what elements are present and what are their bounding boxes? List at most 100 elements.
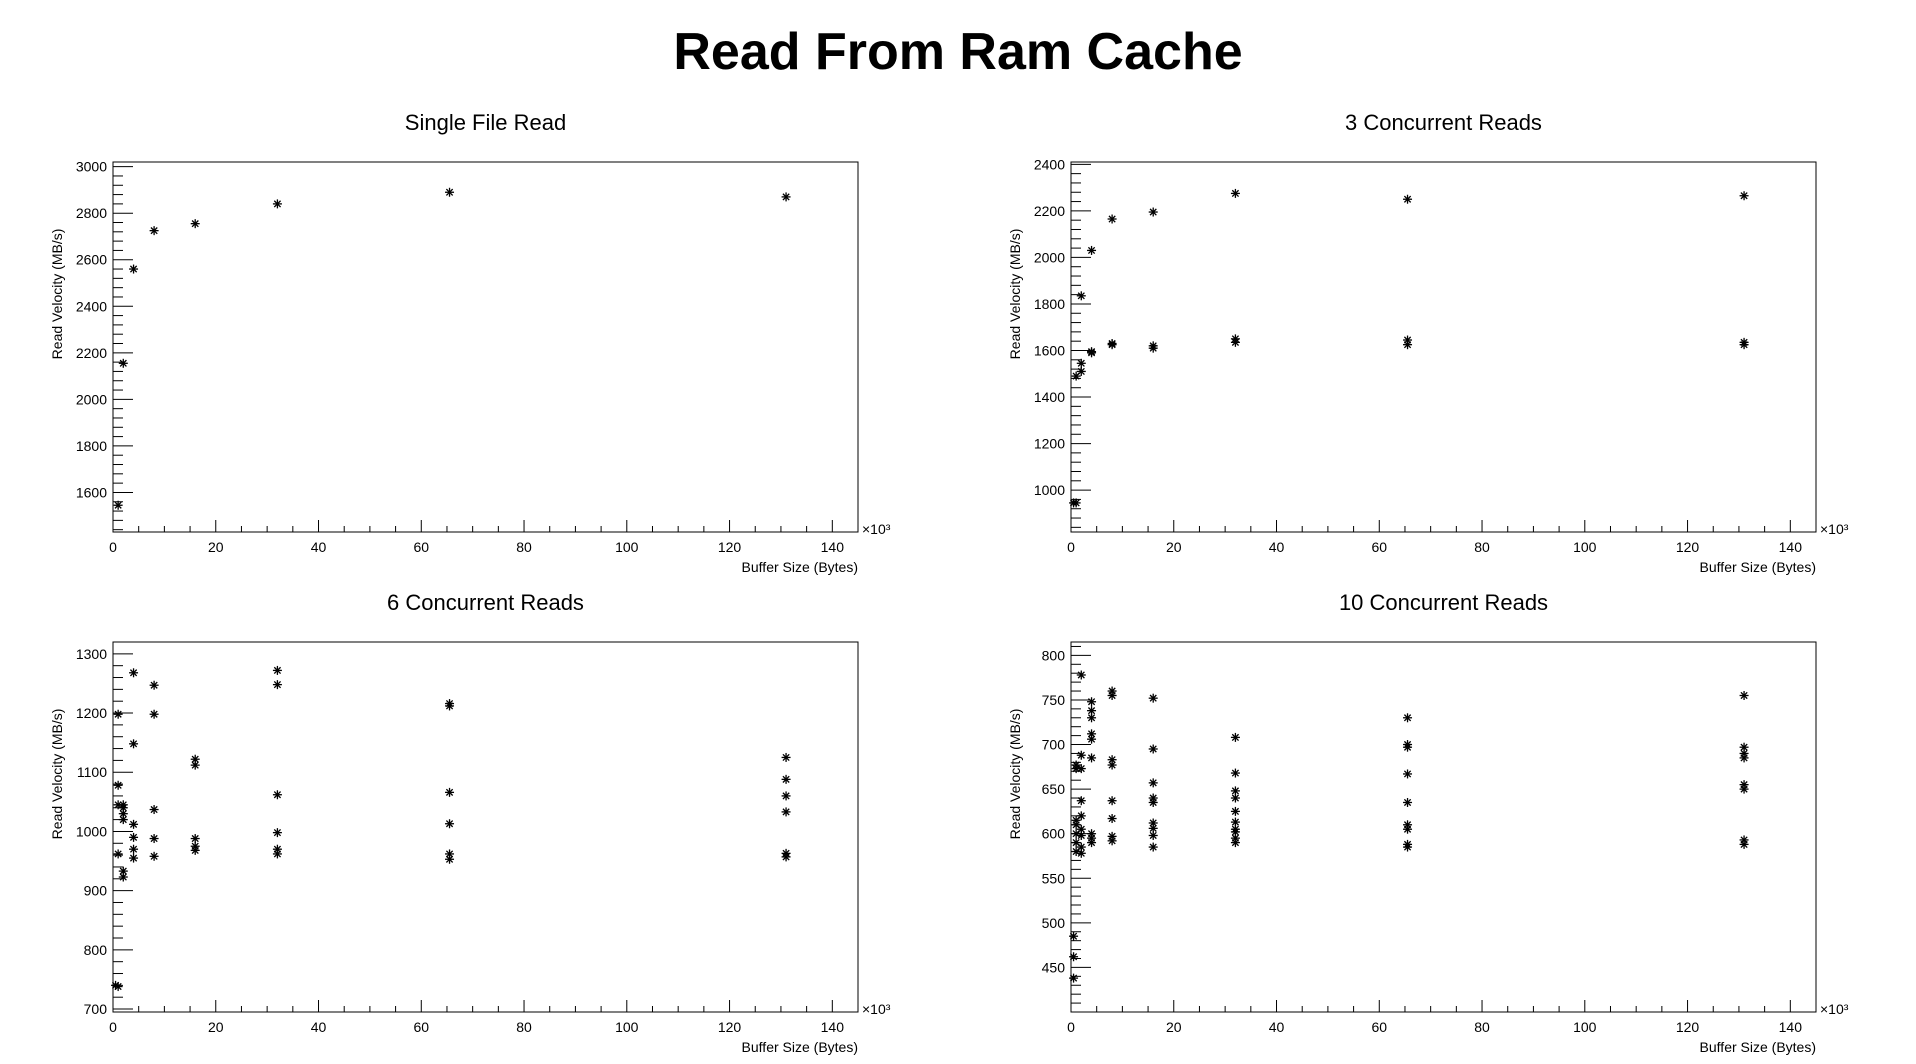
data-point bbox=[1148, 778, 1158, 788]
marker-stroke bbox=[1403, 821, 1412, 829]
marker-stroke bbox=[1077, 825, 1085, 833]
y-tick-label: 2200 bbox=[76, 345, 107, 361]
marker-stroke bbox=[114, 801, 122, 809]
data-point bbox=[272, 665, 282, 675]
marker-stroke bbox=[445, 699, 454, 708]
x-tick-label: 100 bbox=[615, 1019, 639, 1035]
marker-stroke bbox=[119, 801, 127, 809]
y-tick-label: 1200 bbox=[76, 705, 107, 721]
marker-stroke bbox=[1069, 953, 1078, 961]
marker-stroke bbox=[1149, 745, 1157, 753]
data-point bbox=[1107, 214, 1117, 224]
data-point bbox=[1230, 188, 1240, 198]
data-point bbox=[1739, 780, 1749, 790]
marker-stroke bbox=[273, 845, 282, 853]
plot-frame bbox=[112, 641, 859, 1013]
chart-panel-10-concurrent-reads: 10 Concurrent Reads 0 20 40 60 80 100 120 140 450… bbox=[958, 584, 1916, 1064]
data-point bbox=[113, 500, 123, 510]
data-point bbox=[1148, 744, 1158, 754]
data-point bbox=[129, 264, 139, 274]
data-point bbox=[1076, 670, 1086, 680]
plot-frame bbox=[1070, 161, 1817, 533]
y-tick-label: 2400 bbox=[76, 298, 107, 314]
marker-stroke bbox=[1740, 192, 1748, 200]
marker-stroke bbox=[1403, 770, 1412, 778]
y-axis-label: Read Velocity (MB/s) bbox=[49, 229, 65, 360]
x-tick-label: 20 bbox=[208, 539, 224, 555]
marker-stroke bbox=[1077, 292, 1085, 300]
marker-stroke bbox=[1077, 367, 1085, 376]
x-tick-label: 120 bbox=[718, 1019, 742, 1035]
marker-stroke bbox=[1231, 769, 1240, 777]
data-point bbox=[113, 982, 123, 992]
x-tick-label: 60 bbox=[1371, 539, 1387, 555]
data-point bbox=[1107, 339, 1117, 349]
x-tick-label: 80 bbox=[1474, 1019, 1490, 1035]
marker-stroke bbox=[445, 788, 454, 796]
marker-stroke bbox=[129, 669, 138, 677]
marker-stroke bbox=[1403, 798, 1412, 807]
x-tick-label: 60 bbox=[1371, 1019, 1387, 1035]
x-tick-label: 120 bbox=[1676, 1019, 1700, 1035]
marker-stroke bbox=[1108, 814, 1116, 823]
marker-stroke bbox=[1077, 831, 1085, 840]
data-point bbox=[1076, 358, 1086, 368]
y-tick-label: 1800 bbox=[76, 438, 107, 454]
x-tick-label: 120 bbox=[1676, 539, 1700, 555]
marker-stroke bbox=[191, 842, 199, 850]
data-point bbox=[129, 819, 139, 829]
x-tick-label: 80 bbox=[516, 539, 532, 555]
data-point bbox=[1087, 245, 1097, 255]
marker-stroke bbox=[150, 805, 158, 814]
data-point bbox=[1107, 814, 1117, 824]
data-point bbox=[190, 841, 200, 851]
x-axis-label: Buffer Size (Bytes) bbox=[742, 559, 858, 575]
data-point bbox=[1087, 729, 1097, 739]
data-point bbox=[1071, 760, 1081, 770]
marker-stroke bbox=[1108, 756, 1116, 764]
chart-title: 3 Concurrent Reads bbox=[1345, 110, 1542, 135]
y-tick-label: 700 bbox=[1042, 737, 1066, 753]
marker-stroke bbox=[782, 753, 790, 762]
data-point bbox=[1230, 732, 1240, 742]
data-point bbox=[1076, 750, 1086, 760]
x-tick-label: 40 bbox=[311, 1019, 327, 1035]
marker-stroke bbox=[1149, 794, 1157, 802]
y-tick-label: 600 bbox=[1042, 826, 1066, 842]
data-point bbox=[1403, 713, 1413, 723]
x-axis-multiplier: ×10³ bbox=[862, 521, 891, 537]
y-tick-label: 1200 bbox=[1034, 436, 1065, 452]
marker-stroke bbox=[119, 815, 127, 824]
marker-stroke bbox=[1231, 794, 1240, 802]
marker-stroke bbox=[782, 792, 790, 800]
data-point bbox=[1076, 796, 1086, 806]
marker-stroke bbox=[1077, 359, 1085, 367]
x-tick-label: 140 bbox=[1779, 539, 1803, 555]
y-axis-label: Read Velocity (MB/s) bbox=[1007, 709, 1023, 840]
data-point bbox=[1230, 793, 1240, 803]
data-point bbox=[190, 754, 200, 764]
data-point bbox=[1107, 686, 1117, 696]
marker-stroke bbox=[1740, 691, 1748, 700]
main-title: Read From Ram Cache bbox=[673, 23, 1243, 81]
marker-stroke bbox=[273, 200, 282, 208]
data-point bbox=[1230, 833, 1240, 843]
data-point bbox=[1071, 815, 1081, 825]
data-point bbox=[272, 844, 282, 854]
marker-stroke bbox=[150, 852, 158, 860]
data-point bbox=[272, 790, 282, 800]
y-tick-label: 2800 bbox=[76, 205, 107, 221]
y-tick-label: 550 bbox=[1042, 870, 1066, 886]
chart-panel-single-file-read: Single File Read 0 20 40 60 80 100 120 140 1600 18… bbox=[0, 104, 958, 584]
marker-stroke bbox=[1087, 730, 1096, 738]
y-tick-label: 450 bbox=[1042, 959, 1066, 975]
marker-stroke bbox=[273, 791, 282, 799]
x-tick-label: 0 bbox=[1067, 539, 1075, 555]
data-point bbox=[149, 834, 159, 844]
marker-stroke bbox=[1149, 208, 1157, 216]
marker-stroke bbox=[1403, 740, 1412, 749]
marker-stroke bbox=[119, 873, 127, 881]
marker-stroke bbox=[1087, 830, 1096, 838]
marker-stroke bbox=[1231, 335, 1240, 343]
marker-stroke bbox=[1072, 838, 1080, 847]
